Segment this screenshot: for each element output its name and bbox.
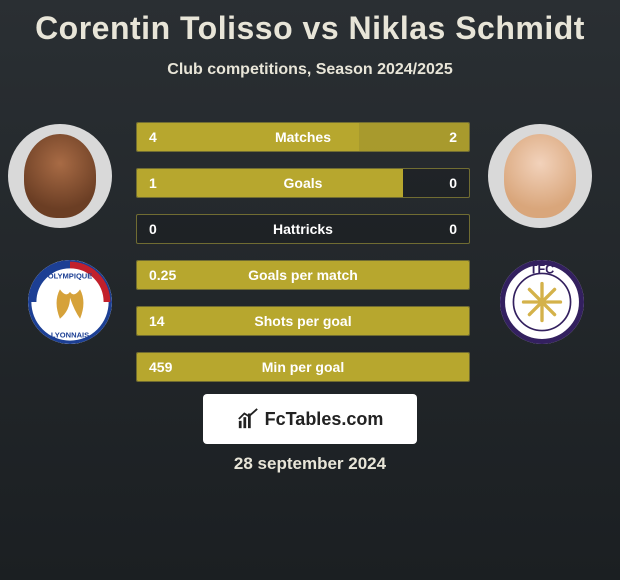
metric-row: 0Hattricks0	[136, 214, 470, 244]
page-title: Corentin Tolisso vs Niklas Schmidt	[0, 0, 620, 47]
lyon-badge-icon: OLYMPIQUE LYONNAIS	[28, 260, 112, 344]
metric-value-p2: 2	[399, 129, 469, 145]
brand-pill: FcTables.com	[203, 394, 417, 444]
snapshot-date: 28 september 2024	[0, 454, 620, 474]
toulouse-badge-icon: TFC	[500, 260, 584, 344]
metric-row: 0.25Goals per match	[136, 260, 470, 290]
player2-avatar	[488, 124, 592, 228]
metric-row: 14Shots per goal	[136, 306, 470, 336]
svg-text:TFC: TFC	[530, 262, 554, 276]
comparison-card: Corentin Tolisso vs Niklas Schmidt Club …	[0, 0, 620, 580]
metric-value-p2: 0	[399, 175, 469, 191]
metric-row: 1Goals0	[136, 168, 470, 198]
player1-avatar	[8, 124, 112, 228]
player1-face-placeholder	[24, 134, 97, 217]
metric-row: 4Matches2	[136, 122, 470, 152]
player1-club-badge: OLYMPIQUE LYONNAIS	[28, 260, 112, 344]
fctables-logo-icon	[237, 408, 259, 430]
metric-label: Min per goal	[137, 359, 469, 375]
player2-club-badge: TFC	[500, 260, 584, 344]
metric-row: 459Min per goal	[136, 352, 470, 382]
svg-text:LYONNAIS: LYONNAIS	[51, 330, 89, 339]
player2-face-placeholder	[504, 134, 577, 217]
metric-label: Goals per match	[137, 267, 469, 283]
metric-label: Shots per goal	[137, 313, 469, 329]
metric-value-p2: 0	[399, 221, 469, 237]
subtitle: Club competitions, Season 2024/2025	[0, 61, 620, 79]
brand-label: FcTables.com	[265, 409, 384, 430]
svg-text:OLYMPIQUE: OLYMPIQUE	[48, 271, 93, 280]
comparison-bars: 4Matches2 1Goals0 0Hattricks0 0.25Goals per…	[136, 122, 470, 398]
